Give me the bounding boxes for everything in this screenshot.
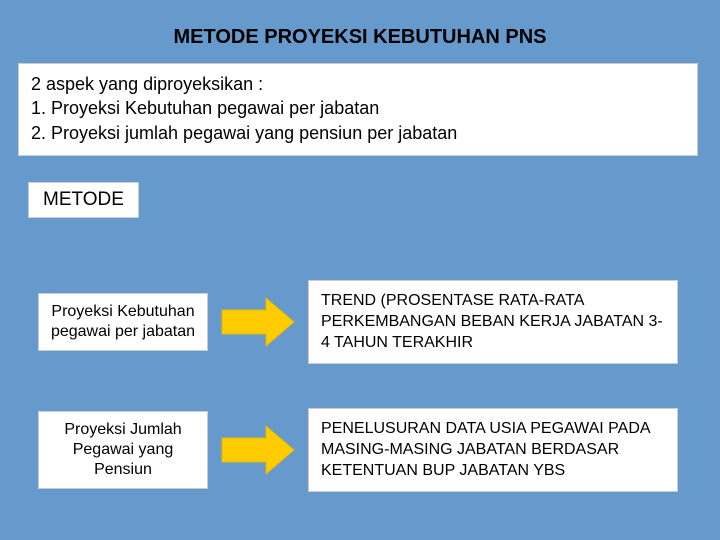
aspek-item-1: 1. Proyeksi Kebutuhan pegawai per jabata…	[31, 96, 685, 120]
aspek-item-2: 2. Proyeksi jumlah pegawai yang pensiun …	[31, 121, 685, 145]
arrow-1	[208, 294, 308, 350]
arrow-right-icon	[218, 422, 298, 478]
aspek-heading: 2 aspek yang diproyeksikan :	[31, 72, 685, 96]
slide-title: METODE PROYEKSI KEBUTUHAN PNS	[0, 0, 720, 63]
left-box-1: Proyeksi Kebutuhan pegawai per jabatan	[38, 293, 208, 351]
right-box-2: PENELUSURAN DATA USIA PEGAWAI PADA MASIN…	[308, 408, 678, 492]
flow-row-2: Proyeksi Jumlah Pegawai yang Pensiun PEN…	[0, 408, 720, 492]
metode-label: METODE	[28, 182, 139, 218]
left-box-2: Proyeksi Jumlah Pegawai yang Pensiun	[38, 411, 208, 489]
arrow-shape	[222, 298, 294, 346]
arrow-shape	[222, 426, 294, 474]
arrow-right-icon	[218, 294, 298, 350]
arrow-2	[208, 422, 308, 478]
flow-row-1: Proyeksi Kebutuhan pegawai per jabatan T…	[0, 280, 720, 364]
right-box-1: TREND (PROSENTASE RATA-RATA PERKEMBANGAN…	[308, 280, 678, 364]
aspek-box: 2 aspek yang diproyeksikan : 1. Proyeksi…	[18, 63, 698, 156]
